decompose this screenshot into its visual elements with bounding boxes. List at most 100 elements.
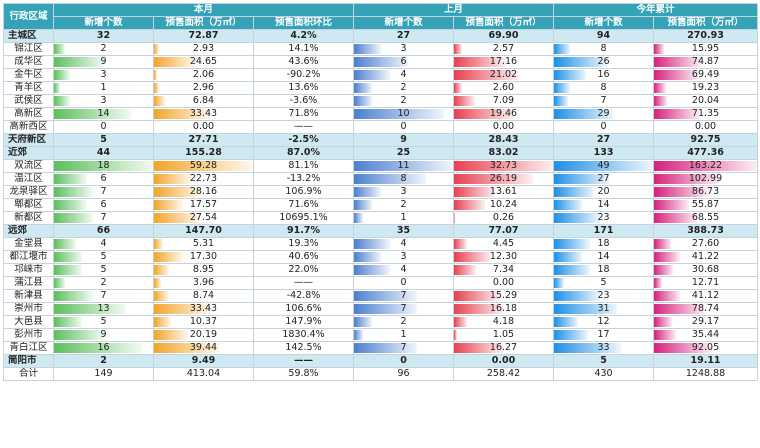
prev-area-value: 0.00 (492, 277, 515, 289)
ytd-area-cell: 86.73 (653, 185, 759, 199)
ytd-count-bar (554, 161, 653, 171)
cur-count-bar (54, 291, 93, 301)
table-row: 郫都区 6 17.57 71.6% 2 10.24 14 55.87 (3, 198, 759, 212)
prev-area-value: 4.45 (492, 238, 515, 250)
ytd-area-bar (654, 44, 665, 54)
cur-area-bar (154, 70, 158, 80)
table-row: 青白江区 16 39.44 142.5% 7 16.27 33 92.05 (3, 341, 759, 355)
prev-area-cell: 2.57 (452, 42, 555, 56)
ytd-area-cell: 163.22 (653, 159, 759, 173)
table-row: 蒲江县 2 3.96 —— 0 0.00 5 12.71 (3, 276, 759, 290)
ytd-count-value: 8 (600, 43, 607, 55)
prev-count-value: 1 (400, 329, 407, 341)
table-row: 锦江区 2 2.93 14.1% 3 2.57 8 15.95 (3, 42, 759, 56)
prev-area-cell: 32.73 (452, 159, 555, 173)
cur-area-value: 3.96 (192, 277, 215, 289)
ytd-count-bar (554, 109, 613, 119)
cur-count-bar (54, 161, 153, 171)
region-cell: 金堂县 (3, 237, 54, 251)
region-cell: 新都区 (3, 211, 54, 225)
prev-count-value: 0 (400, 121, 407, 133)
cur-area-value: 5.31 (192, 238, 215, 250)
prev-area-value: 16.27 (489, 342, 518, 354)
ytd-count-bar (554, 174, 609, 184)
region-cell: 主城区 (3, 29, 54, 43)
prev-count-bar (354, 343, 417, 353)
prev-area-cell: 7.09 (452, 94, 555, 108)
cur-area-value: 59.28 (189, 160, 218, 172)
prev-area-bar (454, 187, 496, 197)
ytd-count-value: 0 (600, 121, 607, 133)
ytd-area-cell: 30.68 (653, 263, 759, 277)
cur-area-cell: 10.37 (153, 315, 254, 329)
prev-count-cell: 7 (353, 341, 454, 355)
prev-count-cell: 0 (353, 120, 454, 134)
cur-area-bar (154, 200, 184, 210)
prev-area-cell: 0.00 (452, 354, 555, 368)
ytd-count-cell: 7 (553, 94, 655, 108)
cur-count-value: 2 (100, 277, 107, 289)
cur-ratio-cell: 81.1% (253, 159, 354, 173)
region-cell: 新津县 (3, 289, 54, 303)
prev-count-cell: 3 (353, 42, 454, 56)
prev-area-cell: 15.29 (452, 289, 555, 303)
table-row: 温江区 6 22.73 -13.2% 8 26.19 27 102.99 (3, 172, 759, 186)
cur-area-bar (154, 57, 196, 67)
ytd-area-bar (654, 109, 700, 119)
cur-count-value: 7 (100, 290, 107, 302)
cur-ratio-cell: 147.9% (253, 315, 354, 329)
group-header-current-month: 本月 (53, 3, 354, 17)
ytd-area-value: 27.60 (691, 238, 720, 250)
prev-count-value: 3 (400, 251, 407, 263)
col-header-cur-area: 预售面积（万㎡） (153, 16, 254, 30)
prev-area-value: 0.00 (492, 121, 515, 133)
ytd-count-cell: 17 (553, 328, 655, 342)
prev-area-bar (454, 252, 492, 262)
region-cell: 郫都区 (3, 198, 54, 212)
ytd-count-bar (554, 213, 601, 223)
cur-area-value: 33.43 (189, 108, 218, 120)
ytd-count-value: 12 (597, 316, 610, 328)
table-row: 新都区 7 27.54 10695.1% 1 0.26 23 68.55 (3, 211, 759, 225)
table-row: 金堂县 4 5.31 19.3% 4 4.45 18 27.60 (3, 237, 759, 251)
prev-count-value: 6 (400, 56, 407, 68)
cur-count-bar (54, 57, 104, 67)
cur-area-value: 28.16 (189, 186, 218, 198)
cur-count-cell: 2 (53, 42, 154, 56)
cur-count-cell: 14 (53, 107, 154, 121)
cur-count-value: 13 (97, 303, 110, 315)
prev-count-value: 4 (400, 69, 407, 81)
ytd-count-value: 18 (597, 264, 610, 276)
ytd-count-cell: 0 (553, 120, 655, 134)
prev-count-value: 8 (400, 173, 407, 185)
ytd-count-cell: 29 (553, 107, 655, 121)
prev-area-value: 1.05 (492, 329, 515, 341)
ytd-area-bar (654, 200, 690, 210)
ytd-count-bar (554, 70, 587, 80)
cur-ratio-cell: 14.1% (253, 42, 354, 56)
prev-count-value: 2 (400, 316, 407, 328)
ytd-area-value: 102.99 (688, 173, 723, 185)
prev-count-bar (354, 109, 444, 119)
col-header-prev-area: 预售面积（万㎡） (452, 16, 555, 30)
total-row: 合计 149 413.04 59.8% 96 258.42 430 1248.88 (3, 367, 759, 381)
ytd-area-bar (654, 343, 713, 353)
cur-area-bar (154, 187, 202, 197)
ytd-count-value: 14 (597, 251, 610, 263)
cur-area-cell: 24.65 (153, 55, 254, 69)
ytd-count-bar (554, 187, 595, 197)
prev-count-cell: 2 (353, 94, 454, 108)
ytd-area-cell: 35.44 (653, 328, 759, 342)
ytd-count-bar (554, 330, 589, 340)
ytd-count-value: 33 (597, 342, 610, 354)
cur-ratio-cell: 71.8% (253, 107, 354, 121)
prev-count-cell: 10 (353, 107, 454, 121)
summary-row: 简阳市 2 9.49 —— 0 0.00 5 19.11 (3, 354, 759, 368)
cur-ratio-cell: —— (253, 276, 354, 290)
prev-count-value: 10 (397, 108, 410, 120)
prev-area-cell: 258.42 (452, 367, 555, 381)
prev-area-value: 7.34 (492, 264, 515, 276)
ytd-count-cell: 133 (553, 146, 655, 160)
region-cell: 都江堰市 (3, 250, 54, 264)
ytd-count-cell: 430 (553, 367, 655, 381)
